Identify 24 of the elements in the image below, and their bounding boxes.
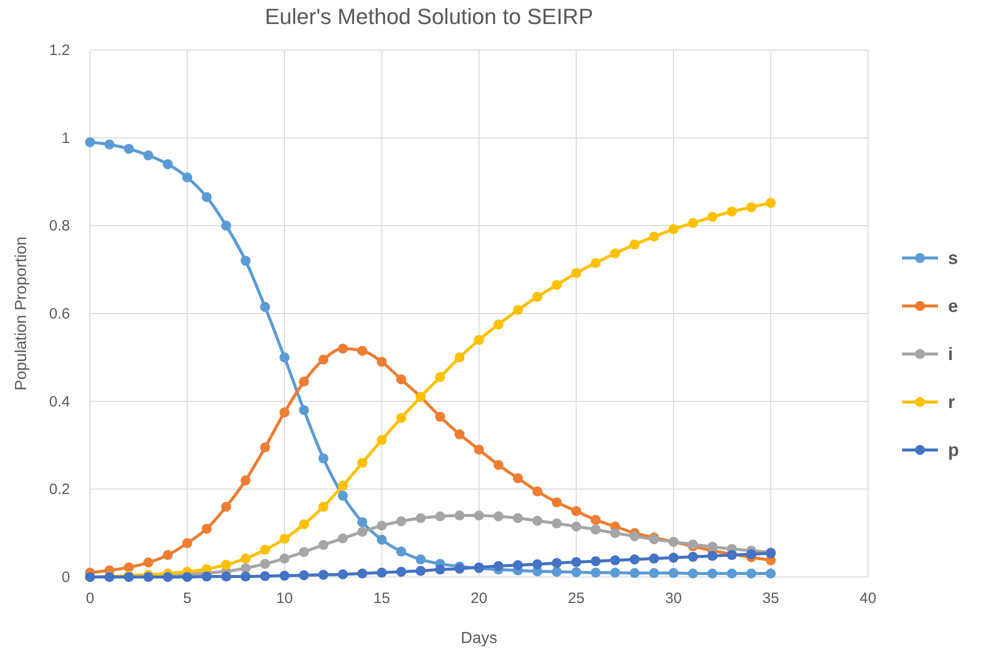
- y-tick-label: 1: [62, 130, 70, 147]
- x-axis-title: Days: [460, 630, 498, 647]
- y-tick-label: 0.4: [49, 393, 70, 410]
- x-tick-label: 35: [762, 590, 780, 607]
- legend-label: r: [948, 392, 956, 412]
- y-tick-label: 0.2: [49, 481, 70, 498]
- chart-title: Euler's Method Solution to SEIRP: [264, 4, 594, 29]
- y-tick-label: 0: [62, 569, 70, 586]
- x-tick-label: 15: [373, 590, 390, 607]
- x-tick-label: 40: [860, 590, 876, 607]
- x-tick-label: 25: [568, 590, 585, 607]
- y-tick-label: 1.2: [49, 42, 70, 59]
- x-tick-label: 0: [86, 590, 94, 607]
- y-tick-label: 0.8: [49, 218, 70, 235]
- legend-label: i: [948, 344, 954, 364]
- x-tick-label: 5: [183, 590, 192, 607]
- legend-label: e: [948, 296, 958, 316]
- legend-label: s: [948, 248, 958, 268]
- y-tick-label: 0.6: [49, 306, 70, 322]
- y-axis-title: Population Proportion: [13, 236, 30, 390]
- x-tick-label: 10: [276, 590, 293, 607]
- x-tick-label: 20: [470, 590, 488, 607]
- legend-label: p: [948, 440, 959, 460]
- x-tick-label: 30: [665, 590, 682, 607]
